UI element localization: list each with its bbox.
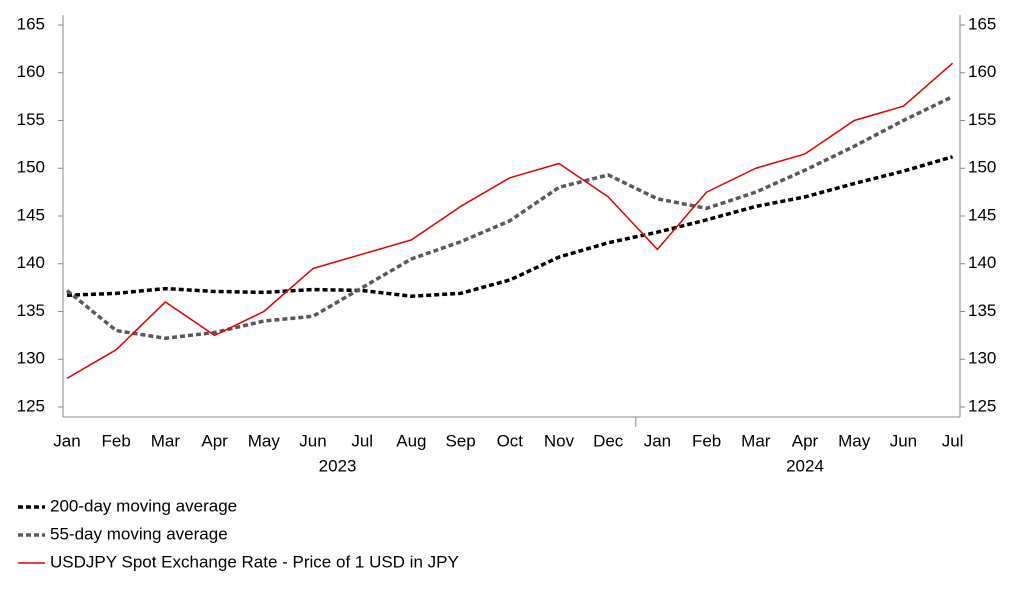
x-tick-label: Apr bbox=[792, 431, 819, 450]
x-tick-label: Jul bbox=[351, 431, 373, 450]
y-tick-label: 135 bbox=[17, 301, 45, 320]
x-tick-label: Feb bbox=[692, 431, 721, 450]
x-tick-label: Jan bbox=[644, 431, 671, 450]
y2-tick-label: 135 bbox=[968, 301, 996, 320]
legend-label: 200-day moving average bbox=[50, 496, 237, 515]
x-tick-label: Jun bbox=[299, 431, 326, 450]
x-tick-label: Aug bbox=[396, 431, 426, 450]
y-tick-label: 155 bbox=[17, 110, 45, 129]
legend-label: USDJPY Spot Exchange Rate - Price of 1 U… bbox=[50, 552, 459, 571]
x-tick-label: Apr bbox=[201, 431, 228, 450]
group-label: 2024 bbox=[786, 456, 824, 475]
y2-tick-label: 125 bbox=[968, 396, 996, 415]
y-tick-label: 145 bbox=[17, 205, 45, 224]
y-tick-label: 125 bbox=[17, 396, 45, 415]
y2-tick-label: 130 bbox=[968, 349, 996, 368]
x-tick-label: Sep bbox=[445, 431, 475, 450]
x-tick-label: Jun bbox=[890, 431, 917, 450]
y-tick-label: 150 bbox=[17, 158, 45, 177]
legend-label: 55-day moving average bbox=[50, 524, 228, 543]
y2-tick-label: 155 bbox=[968, 110, 996, 129]
series-line bbox=[66, 155, 954, 298]
x-tick-label: Nov bbox=[544, 431, 575, 450]
x-tick-label: Oct bbox=[497, 431, 524, 450]
x-tick-label: Jan bbox=[53, 431, 80, 450]
x-tick-label: Mar bbox=[741, 431, 771, 450]
y2-tick-label: 150 bbox=[968, 158, 996, 177]
series-line bbox=[65, 95, 954, 340]
x-tick-label: May bbox=[248, 431, 281, 450]
x-tick-label: Feb bbox=[102, 431, 131, 450]
y-tick-label: 140 bbox=[17, 253, 45, 272]
x-tick-label: Mar bbox=[151, 431, 181, 450]
x-tick-label: May bbox=[838, 431, 871, 450]
x-tick-label: Jul bbox=[942, 431, 964, 450]
x-tick-label: Dec bbox=[593, 431, 624, 450]
group-label: 2023 bbox=[319, 456, 357, 475]
y2-tick-label: 145 bbox=[968, 205, 996, 224]
y2-tick-label: 160 bbox=[968, 62, 996, 81]
series-line bbox=[66, 62, 954, 379]
y2-tick-label: 165 bbox=[968, 14, 996, 33]
y-tick-label: 130 bbox=[17, 349, 45, 368]
y-tick-label: 160 bbox=[17, 62, 45, 81]
y2-tick-label: 140 bbox=[968, 253, 996, 272]
y-tick-label: 165 bbox=[17, 14, 45, 33]
